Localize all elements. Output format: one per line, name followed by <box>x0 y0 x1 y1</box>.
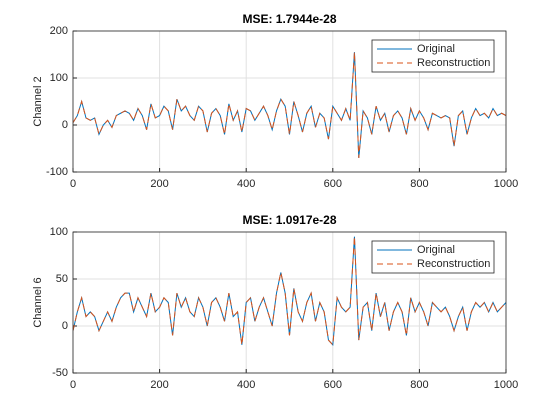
x-tick-label: 800 <box>410 178 428 190</box>
x-tick-label: 600 <box>324 178 342 190</box>
x-tick-label: 800 <box>410 379 428 391</box>
y-tick-label: 100 <box>50 226 68 238</box>
y-axis-label: Channel 2 <box>32 76 44 126</box>
x-tick-label: 1000 <box>494 178 518 190</box>
legend-box <box>371 240 495 274</box>
chart-title: MSE: 1.7944e-28 <box>242 12 336 26</box>
y-tick-label: 0 <box>62 320 68 332</box>
x-tick-label: 0 <box>70 178 76 190</box>
legend-label: Original <box>417 43 455 55</box>
y-tick-label: 50 <box>56 273 68 285</box>
legend-label: Reconstruction <box>417 258 490 270</box>
x-tick-label: 0 <box>70 379 76 391</box>
axes-box <box>72 231 507 374</box>
y-tick-label: 100 <box>50 72 68 84</box>
y-tick-label: -50 <box>52 367 68 379</box>
y-axis-label: Channel 6 <box>32 277 44 327</box>
x-tick-label: 200 <box>150 379 168 391</box>
y-tick-label: -100 <box>46 166 68 178</box>
x-tick-label: 400 <box>237 178 255 190</box>
x-tick-label: 600 <box>324 379 342 391</box>
x-tick-label: 200 <box>150 178 168 190</box>
legend-label: Reconstruction <box>417 57 490 69</box>
axes-box <box>72 30 507 173</box>
x-tick-label: 400 <box>237 379 255 391</box>
chart-title: MSE: 1.0917e-28 <box>242 213 336 227</box>
series-line <box>73 52 506 158</box>
legend-label: Original <box>417 244 455 256</box>
x-tick-label: 1000 <box>494 379 518 391</box>
series-line <box>73 236 506 346</box>
y-tick-label: 0 <box>62 119 68 131</box>
y-tick-label: 200 <box>50 25 68 37</box>
legend-box <box>371 39 495 73</box>
